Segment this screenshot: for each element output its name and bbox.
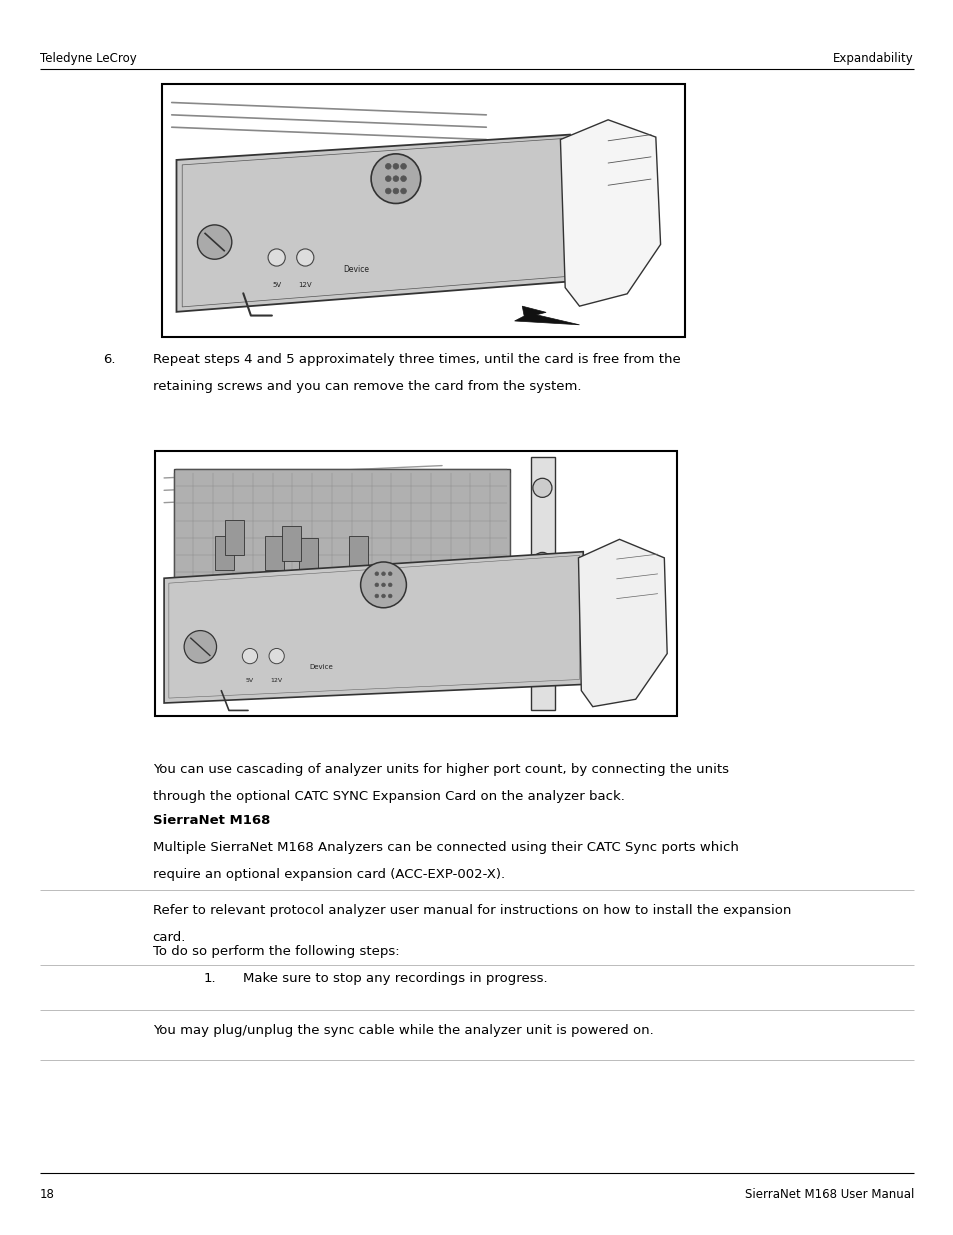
Text: require an optional expansion card (ACC-EXP-002-X).: require an optional expansion card (ACC-…: [152, 868, 504, 882]
Ellipse shape: [360, 562, 406, 608]
Text: Multiple SierraNet M168 Analyzers can be connected using their CATC Sync ports w: Multiple SierraNet M168 Analyzers can be…: [152, 841, 738, 855]
Ellipse shape: [393, 188, 398, 194]
Text: Refer to relevant protocol analyzer user manual for instructions on how to insta: Refer to relevant protocol analyzer user…: [152, 904, 790, 918]
Text: Teledyne LeCroy: Teledyne LeCroy: [40, 52, 136, 65]
Ellipse shape: [388, 594, 392, 598]
Bar: [214, 536, 233, 571]
Ellipse shape: [296, 249, 314, 266]
Text: 12V: 12V: [271, 678, 282, 683]
Bar: [173, 469, 510, 589]
Ellipse shape: [533, 632, 552, 652]
Ellipse shape: [393, 163, 398, 169]
Ellipse shape: [375, 583, 378, 587]
Bar: [531, 457, 555, 710]
Text: retaining screws and you can remove the card from the system.: retaining screws and you can remove the …: [152, 380, 580, 394]
Text: Make sure to stop any recordings in progress.: Make sure to stop any recordings in prog…: [243, 972, 547, 986]
Text: Device: Device: [309, 663, 333, 669]
Ellipse shape: [371, 154, 420, 204]
Text: To do so perform the following steps:: To do so perform the following steps:: [152, 945, 399, 958]
Ellipse shape: [533, 552, 552, 572]
Text: SierraNet M168 User Manual: SierraNet M168 User Manual: [743, 1188, 913, 1202]
Ellipse shape: [381, 583, 385, 587]
Ellipse shape: [184, 631, 216, 663]
Ellipse shape: [268, 249, 285, 266]
Ellipse shape: [400, 163, 406, 169]
Ellipse shape: [385, 188, 391, 194]
Bar: [162, 84, 684, 337]
Bar: [281, 526, 300, 561]
Text: Device: Device: [343, 266, 369, 274]
Text: Expandability: Expandability: [832, 52, 913, 65]
Text: SierraNet M168: SierraNet M168: [152, 814, 270, 827]
Polygon shape: [578, 540, 666, 706]
Text: card.: card.: [152, 931, 186, 945]
Ellipse shape: [393, 175, 398, 182]
Bar: [265, 536, 284, 571]
Text: You can use cascading of analyzer units for higher port count, by connecting the: You can use cascading of analyzer units …: [152, 763, 728, 777]
Text: You may plug/unplug the sync cable while the analyzer unit is powered on.: You may plug/unplug the sync cable while…: [152, 1024, 653, 1037]
Text: 6.: 6.: [103, 353, 115, 367]
Bar: [298, 538, 317, 573]
Ellipse shape: [533, 478, 552, 498]
Ellipse shape: [388, 583, 392, 587]
Ellipse shape: [375, 572, 378, 576]
Text: 5V: 5V: [272, 283, 281, 288]
Text: 18: 18: [40, 1188, 55, 1202]
Polygon shape: [559, 120, 659, 306]
Polygon shape: [164, 552, 582, 703]
Text: 12V: 12V: [298, 283, 312, 288]
Text: Repeat steps 4 and 5 approximately three times, until the card is free from the: Repeat steps 4 and 5 approximately three…: [152, 353, 679, 367]
Text: 1.: 1.: [203, 972, 215, 986]
Ellipse shape: [375, 594, 378, 598]
Bar: [154, 451, 677, 716]
Polygon shape: [169, 556, 578, 698]
Ellipse shape: [400, 175, 406, 182]
Ellipse shape: [388, 572, 392, 576]
Polygon shape: [182, 138, 565, 306]
Ellipse shape: [381, 572, 385, 576]
Text: 5V: 5V: [246, 678, 253, 683]
Ellipse shape: [400, 188, 406, 194]
Polygon shape: [176, 135, 569, 312]
Ellipse shape: [242, 648, 257, 663]
Bar: [224, 520, 243, 555]
Ellipse shape: [381, 594, 385, 598]
Ellipse shape: [385, 175, 391, 182]
Text: through the optional CATC SYNC Expansion Card on the analyzer back.: through the optional CATC SYNC Expansion…: [152, 790, 624, 804]
Bar: [349, 536, 368, 571]
Polygon shape: [514, 306, 578, 325]
Ellipse shape: [385, 163, 391, 169]
Ellipse shape: [269, 648, 284, 663]
Ellipse shape: [197, 225, 232, 259]
